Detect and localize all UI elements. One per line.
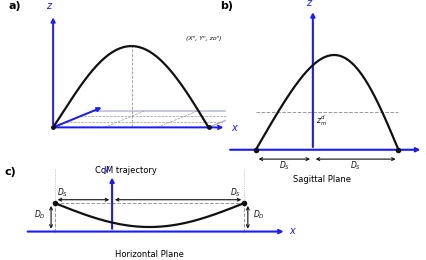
Text: $x$: $x$ [230,123,238,133]
Text: CoM trajectory: CoM trajectory [95,166,157,175]
Text: $z$: $z$ [305,0,313,8]
Text: $z_m^d$: $z_m^d$ [315,113,326,128]
Text: Sagittal Plane: Sagittal Plane [293,174,351,184]
Text: $D_S$: $D_S$ [278,159,289,172]
Text: (Xⁿ, Yⁿ, zᴅⁿ): (Xⁿ, Yⁿ, zᴅⁿ) [186,36,222,41]
Text: $D_S$: $D_S$ [349,159,360,172]
Text: $z$: $z$ [46,1,54,11]
Text: $D_D$: $D_D$ [252,208,264,221]
Text: $D_D$: $D_D$ [34,208,46,221]
Text: b): b) [219,1,232,11]
Text: c): c) [5,167,17,177]
Text: $y$: $y$ [103,164,111,177]
Text: a): a) [9,1,21,11]
Text: $x$: $x$ [424,146,426,155]
Text: Horizontal Plane: Horizontal Plane [115,250,184,259]
Text: $D_S$: $D_S$ [230,187,241,199]
Text: $x$: $x$ [288,226,296,236]
Text: $D_S$: $D_S$ [57,187,68,199]
